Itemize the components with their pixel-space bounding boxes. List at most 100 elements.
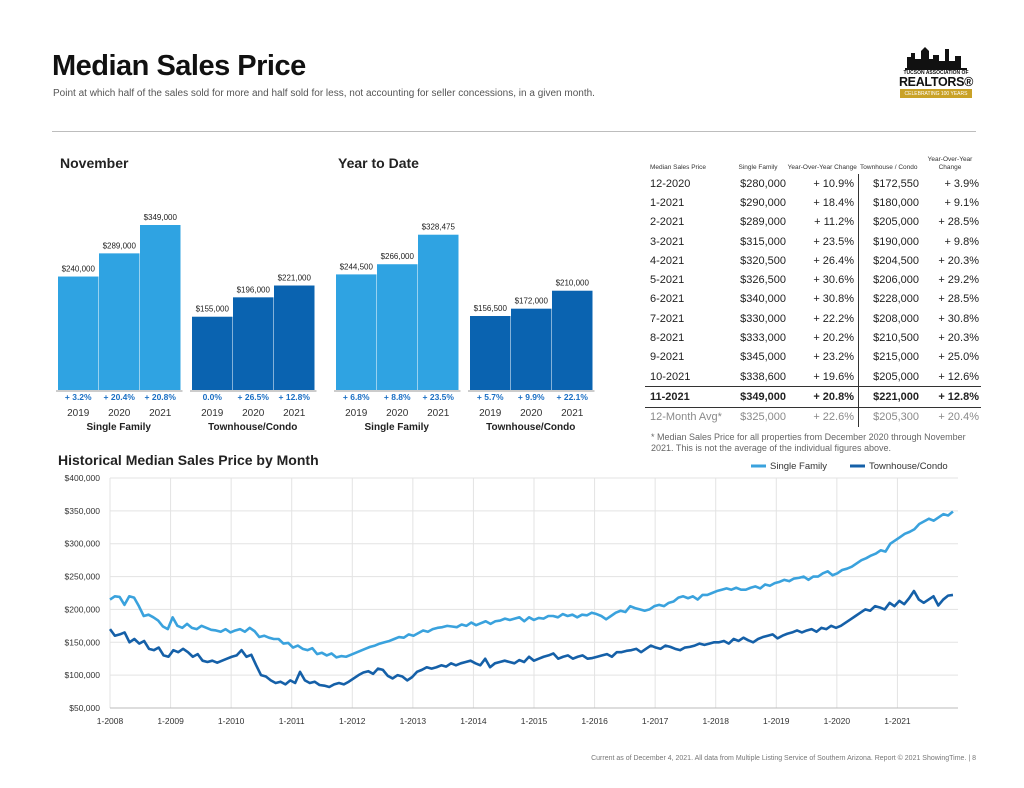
table-cell: $289,000 <box>740 216 786 229</box>
table-row: 6-2021 $340,000 + 30.8% $228,000 + 28.5% <box>645 289 981 310</box>
x-tick-label: 1-2014 <box>460 716 487 726</box>
bar <box>418 234 459 390</box>
table-cell: + 26.4% <box>813 254 854 267</box>
table-cell: $204,500 <box>858 251 919 271</box>
table-cell: $326,500 <box>740 274 786 287</box>
realtors-logo: TUCSON ASSOCIATION OF REALTORS® CELEBRAT… <box>897 45 975 100</box>
table-header: Median Sales Price <box>650 164 706 171</box>
bar-group-label: Single Family <box>365 422 430 433</box>
bar <box>192 316 233 390</box>
bar-group-label: Townhouse/Condo <box>486 422 575 433</box>
historical-line-chart: Historical Median Sales Price by Month $4… <box>58 452 958 726</box>
logo-line2: REALTORS® <box>898 75 974 89</box>
legend-label: Single Family <box>770 461 827 472</box>
table-cell: + 23.2% <box>813 351 854 364</box>
footnote: * Median Sales Price for all properties … <box>651 432 966 453</box>
table-cell: + 20.2% <box>813 332 854 345</box>
bar <box>336 274 377 390</box>
bar <box>274 285 315 390</box>
table-cell: + 29.2% <box>938 274 979 287</box>
table-cell: + 10.9% <box>813 177 854 190</box>
page-subtitle: Point at which half of the sales sold fo… <box>53 88 595 99</box>
table-cell: + 30.8% <box>938 312 979 325</box>
bar-year-label: 2021 <box>427 408 450 419</box>
bar-year-label: 2021 <box>149 408 172 419</box>
logo-line1: TUCSON ASSOCIATION OF <box>903 70 969 76</box>
bar-change-label: 0.0% <box>203 392 223 402</box>
x-tick-label: 1-2019 <box>763 716 790 726</box>
page-title: Median Sales Price <box>52 50 306 82</box>
bar <box>470 316 511 390</box>
bar-change-label: + 8.8% <box>384 392 411 402</box>
y-tick-label: $250,000 <box>65 572 101 582</box>
bar-charts: November $240,000 + 3.2% 2019 $289,000 + 20.4… <box>56 155 595 433</box>
x-tick-label: 1-2017 <box>642 716 669 726</box>
table-cell: $206,000 <box>858 270 919 290</box>
x-tick-label: 1-2011 <box>279 716 305 726</box>
bar-change-label: + 23.5% <box>423 392 455 402</box>
bar-change-label: + 3.2% <box>65 392 92 402</box>
bar-value-label: $221,000 <box>278 274 312 283</box>
table-cell: 6-2021 <box>650 293 685 306</box>
table-cell: $180,000 <box>858 193 919 213</box>
price-table: Median Sales Price Single Family Year-Ov… <box>645 146 981 427</box>
table-cell: 3-2021 <box>650 235 685 248</box>
bar <box>140 225 181 390</box>
table-cell: + 12.6% <box>938 370 979 383</box>
table-cell: $205,000 <box>858 366 919 387</box>
bar-year-label: 2020 <box>386 408 409 419</box>
table-cell: $333,000 <box>740 332 786 345</box>
bar-value-label: $244,500 <box>340 262 374 271</box>
x-tick-label: 1-2010 <box>218 716 245 726</box>
table-cell: 2-2021 <box>650 216 685 229</box>
y-tick-label: $350,000 <box>65 506 101 516</box>
table-cell: $208,000 <box>858 309 919 329</box>
table-cell: + 28.5% <box>938 293 979 306</box>
bar-value-label: $289,000 <box>103 241 137 250</box>
bar-value-label: $328,475 <box>422 223 456 232</box>
table-header: Townhouse / Condo <box>860 164 918 171</box>
bar-change-label: + 20.4% <box>104 392 136 402</box>
bar-year-label: 2021 <box>561 408 584 419</box>
table-cell: $349,000 <box>730 386 786 408</box>
divider <box>52 131 976 132</box>
series-line-townhouse-condo <box>108 589 954 689</box>
table-cell: + 11.2% <box>814 216 854 229</box>
table-cell: $320,500 <box>740 254 786 267</box>
table-cell: $228,000 <box>858 289 919 310</box>
bar-year-label: 2019 <box>67 408 90 419</box>
bar <box>552 290 593 390</box>
bar-change-label: + 20.8% <box>145 392 177 402</box>
logo-line3: CELEBRATING 100 YEARS <box>904 90 968 97</box>
table-cell: 1-2021 <box>650 196 685 209</box>
bar-year-label: 2019 <box>201 408 224 419</box>
table-cell: + 30.6% <box>813 274 854 287</box>
table-cell: $215,000 <box>858 347 919 367</box>
bar-group-label: Single Family <box>87 422 152 433</box>
y-tick-label: $50,000 <box>69 703 100 713</box>
bar-group-label: Townhouse/Condo <box>208 422 297 433</box>
table-cell: $330,000 <box>740 312 786 325</box>
x-tick-label: 1-2015 <box>521 716 548 726</box>
table-cell: + 22.6% <box>813 411 854 424</box>
bar-year-label: 2020 <box>520 408 543 419</box>
table-cell: 7-2021 <box>650 312 685 325</box>
table-row: 5-2021 $326,500 + 30.6% $206,000 + 29.2% <box>645 270 981 290</box>
table-row: 3-2021 $315,000 + 23.5% $190,000 + 9.8% <box>645 231 981 252</box>
table-cell: + 20.8% <box>786 386 859 408</box>
table-cell: $190,000 <box>858 231 919 252</box>
bar-value-label: $266,000 <box>381 252 415 261</box>
x-tick-label: 1-2008 <box>97 716 124 726</box>
bar <box>377 264 418 390</box>
y-tick-label: $300,000 <box>65 539 101 549</box>
table-cell: 8-2021 <box>650 332 685 345</box>
table-row: 7-2021 $330,000 + 22.2% $208,000 + 30.8% <box>645 309 981 329</box>
bar-value-label: $172,000 <box>515 297 549 306</box>
bar-change-label: + 12.8% <box>279 392 311 402</box>
y-tick-label: $200,000 <box>65 604 101 614</box>
table-cell: + 9.8% <box>944 235 979 248</box>
table-header: Year-Over-Year Change <box>787 164 857 171</box>
bar-chart-title: Year to Date <box>338 155 419 171</box>
table-row: 1-2021 $290,000 + 18.4% $180,000 + 9.1% <box>645 193 981 213</box>
bar-change-label: + 22.1% <box>557 392 589 402</box>
